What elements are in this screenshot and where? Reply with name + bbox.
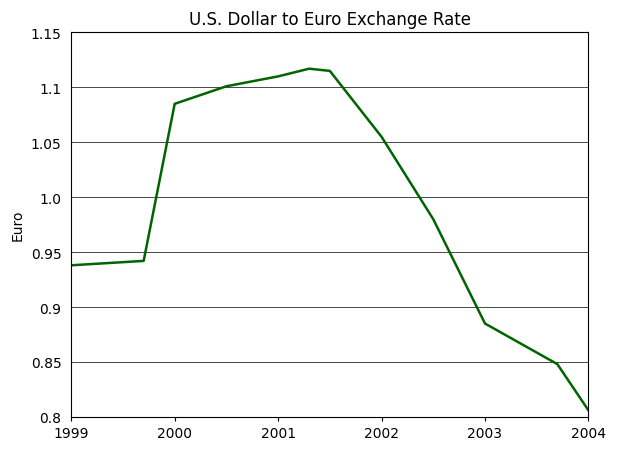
Y-axis label: Euro: Euro [11,209,25,241]
Title: U.S. Dollar to Euro Exchange Rate: U.S. Dollar to Euro Exchange Rate [189,11,471,29]
